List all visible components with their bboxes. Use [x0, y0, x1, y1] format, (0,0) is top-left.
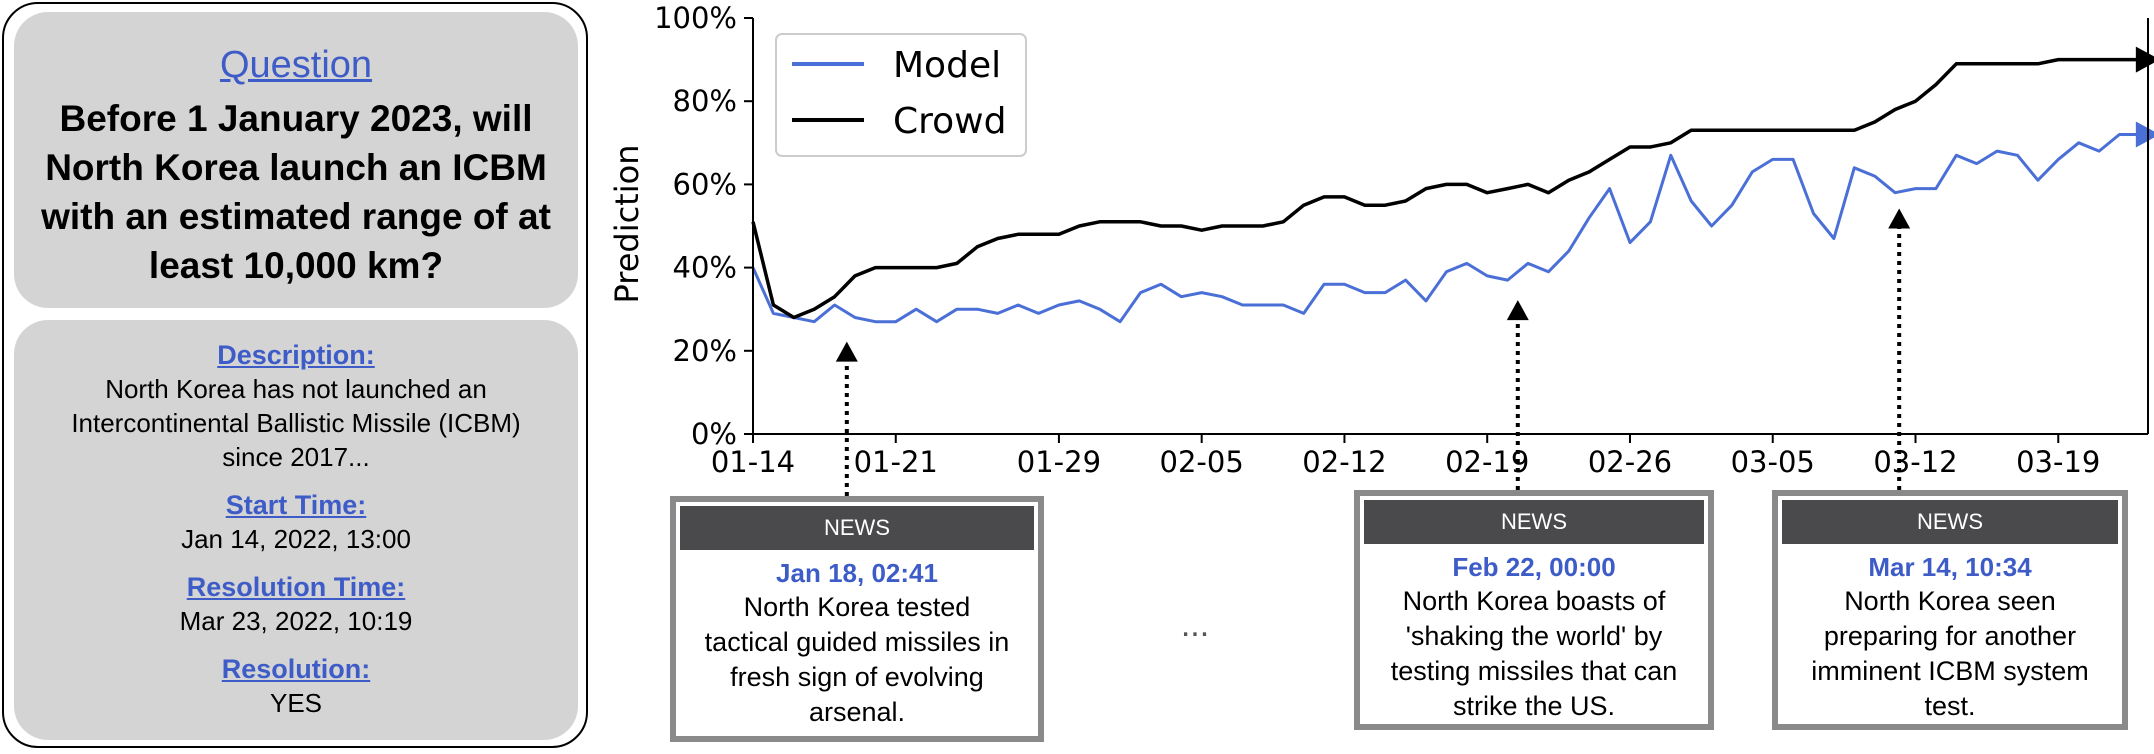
series-line-model	[751, 133, 2140, 324]
news-arrow-head	[1888, 208, 1911, 229]
y-axis-label: Prediction	[608, 145, 646, 304]
legend-label-model: Model	[893, 45, 1001, 86]
y-tick-label: 80%	[673, 84, 737, 118]
news-time: Mar 14, 10:34	[1868, 552, 2032, 582]
news-header: NEWS	[1364, 500, 1704, 544]
description-label: Description:	[217, 340, 375, 370]
x-tick-label: 02-26	[1588, 445, 1672, 479]
series-line-crowd	[751, 57, 2140, 320]
news-arrow-head	[835, 341, 858, 362]
news-time: Feb 22, 00:00	[1452, 552, 1616, 582]
start-time-label: Start Time:	[225, 490, 367, 520]
x-tick-label: 01-21	[854, 445, 938, 479]
news-headline: North Korea tested tactical guided missi…	[704, 592, 1010, 727]
news-card-mar-14: NEWS Mar 14, 10:34 North Korea seen prep…	[1772, 490, 2128, 730]
x-tick-label: 03-05	[1731, 445, 1815, 479]
question-panel: Question Before 1 January 2023, will Nor…	[2, 2, 588, 748]
news-card-feb-22: NEWS Feb 22, 00:00 North Korea boasts of…	[1354, 490, 1714, 730]
news-header: NEWS	[680, 506, 1034, 550]
resolution-label: Resolution:	[221, 654, 371, 684]
y-tick-label: 20%	[673, 334, 737, 368]
news-body: Feb 22, 00:00 North Korea boasts of 'sha…	[1364, 548, 1704, 724]
question-box: Question Before 1 January 2023, will Nor…	[14, 12, 578, 308]
resolution-time-value: Mar 23, 2022, 10:19	[179, 606, 413, 636]
y-tick-label: 100%	[654, 1, 737, 35]
legend-label-crowd: Crowd	[893, 101, 1006, 142]
news-card-jan-18: NEWS Jan 18, 02:41 North Korea tested ta…	[670, 496, 1044, 742]
news-body: Jan 18, 02:41 North Korea tested tactica…	[680, 554, 1034, 730]
series-end-arrow-model	[2135, 121, 2154, 148]
legend: Model Crowd	[775, 33, 1027, 157]
x-tick-label: 02-19	[1445, 445, 1529, 479]
resolution-time-label: Resolution Time:	[186, 572, 406, 602]
details-box: Description: North Korea has not launche…	[14, 320, 578, 740]
y-tick-label: 0%	[691, 417, 737, 451]
question-heading: Question	[219, 44, 373, 86]
news-headline: North Korea boasts of 'shaking the world…	[1390, 586, 1678, 721]
news-body: Mar 14, 10:34 North Korea seen preparing…	[1782, 548, 2118, 724]
series-end-arrow-crowd	[2135, 46, 2154, 73]
resolution-value: YES	[269, 688, 323, 718]
start-time-value: Jan 14, 2022, 13:00	[181, 524, 411, 554]
y-tick-label: 40%	[673, 251, 737, 285]
news-headline: North Korea seen preparing for another i…	[1811, 586, 2089, 721]
description-text: North Korea has not launched an Intercon…	[71, 374, 521, 472]
question-text: Before 1 January 2023, will North Korea …	[41, 98, 551, 286]
news-arrow-head	[1506, 300, 1529, 321]
news-time: Jan 18, 02:41	[776, 558, 938, 588]
x-tick-label: 02-05	[1160, 445, 1244, 479]
x-tick-label: 03-19	[2016, 445, 2100, 479]
x-tick-label: 01-29	[1017, 445, 1101, 479]
news-ellipsis: ...	[1180, 606, 1210, 644]
x-tick-label: 03-12	[1873, 445, 1957, 479]
x-tick-label: 01-14	[711, 445, 795, 479]
y-tick-label: 60%	[673, 167, 737, 201]
news-header: NEWS	[1782, 500, 2118, 544]
x-tick-label: 02-12	[1302, 445, 1386, 479]
